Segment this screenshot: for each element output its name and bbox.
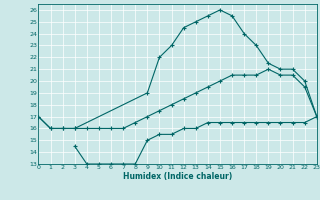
X-axis label: Humidex (Indice chaleur): Humidex (Indice chaleur)	[123, 172, 232, 181]
